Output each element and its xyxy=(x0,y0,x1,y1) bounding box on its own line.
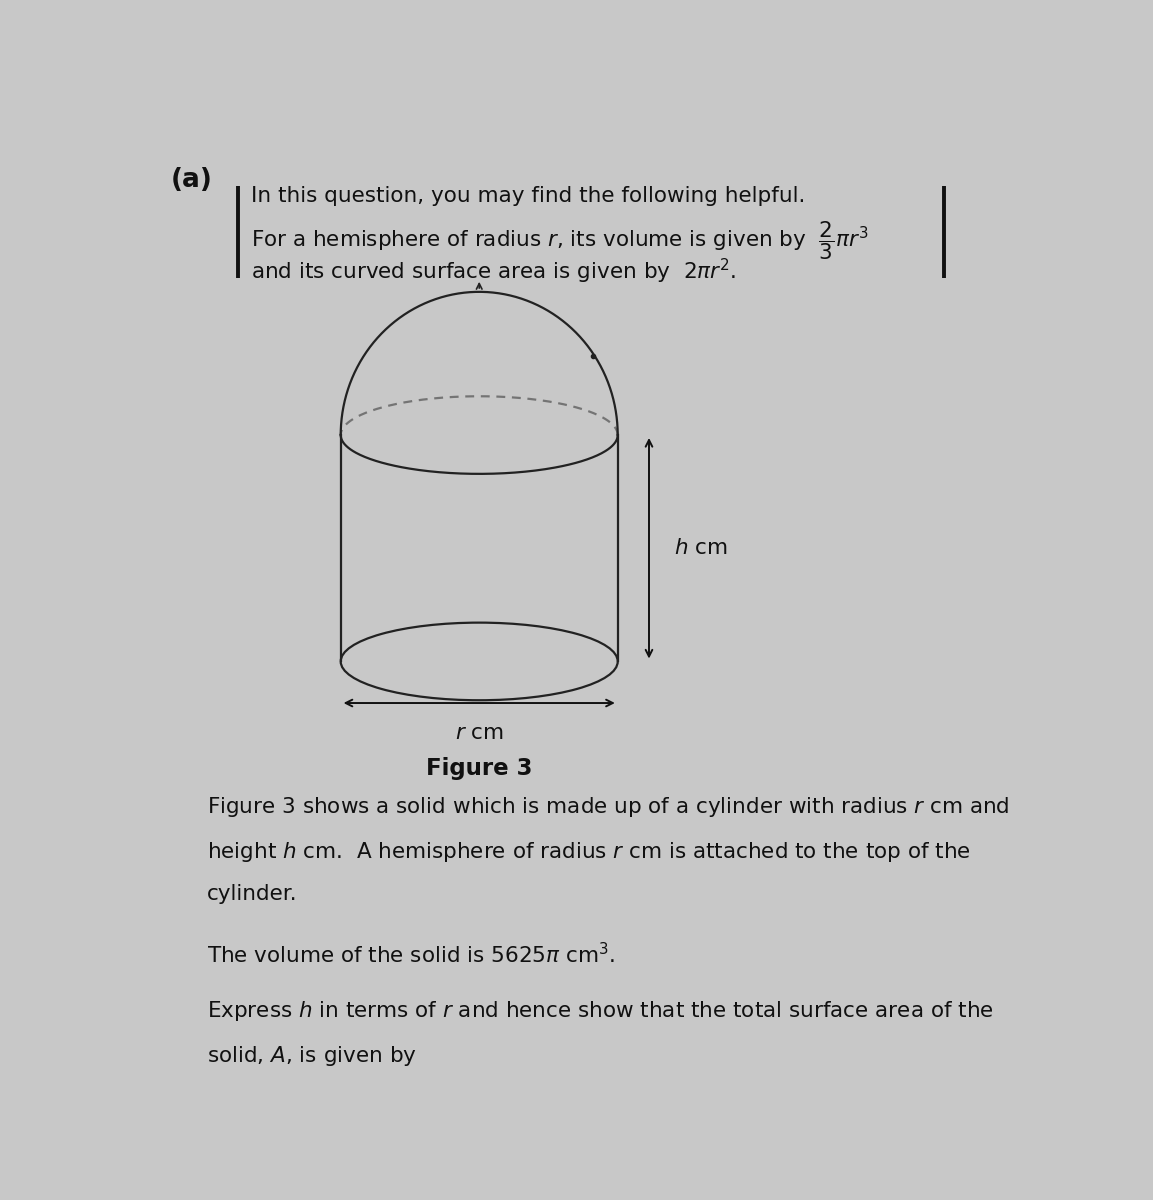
Text: solid, $A$, is given by: solid, $A$, is given by xyxy=(206,1044,416,1068)
Text: $r$ cm: $r$ cm xyxy=(454,724,504,743)
Text: (a): (a) xyxy=(171,167,213,193)
Text: For a hemisphere of radius $r$, its volume is given by  $\dfrac{2}{3}\pi r^3$: For a hemisphere of radius $r$, its volu… xyxy=(251,220,868,263)
Text: Express $h$ in terms of $r$ and hence show that the total surface area of the: Express $h$ in terms of $r$ and hence sh… xyxy=(206,1000,994,1024)
Text: and its curved surface area is given by  $2\pi r^2$.: and its curved surface area is given by … xyxy=(251,257,737,286)
Text: In this question, you may find the following helpful.: In this question, you may find the follo… xyxy=(251,186,806,205)
Text: The volume of the solid is 5625$\pi$ cm$^3$.: The volume of the solid is 5625$\pi$ cm$… xyxy=(206,942,615,967)
Text: height $h$ cm.  A hemisphere of radius $r$ cm is attached to the top of the: height $h$ cm. A hemisphere of radius $r… xyxy=(206,840,971,864)
Text: Figure 3: Figure 3 xyxy=(425,757,533,780)
Text: $h$ cm: $h$ cm xyxy=(675,539,728,558)
Text: Figure 3 shows a solid which is made up of a cylinder with radius $r$ cm and: Figure 3 shows a solid which is made up … xyxy=(206,796,1009,820)
Text: cylinder.: cylinder. xyxy=(206,884,297,904)
